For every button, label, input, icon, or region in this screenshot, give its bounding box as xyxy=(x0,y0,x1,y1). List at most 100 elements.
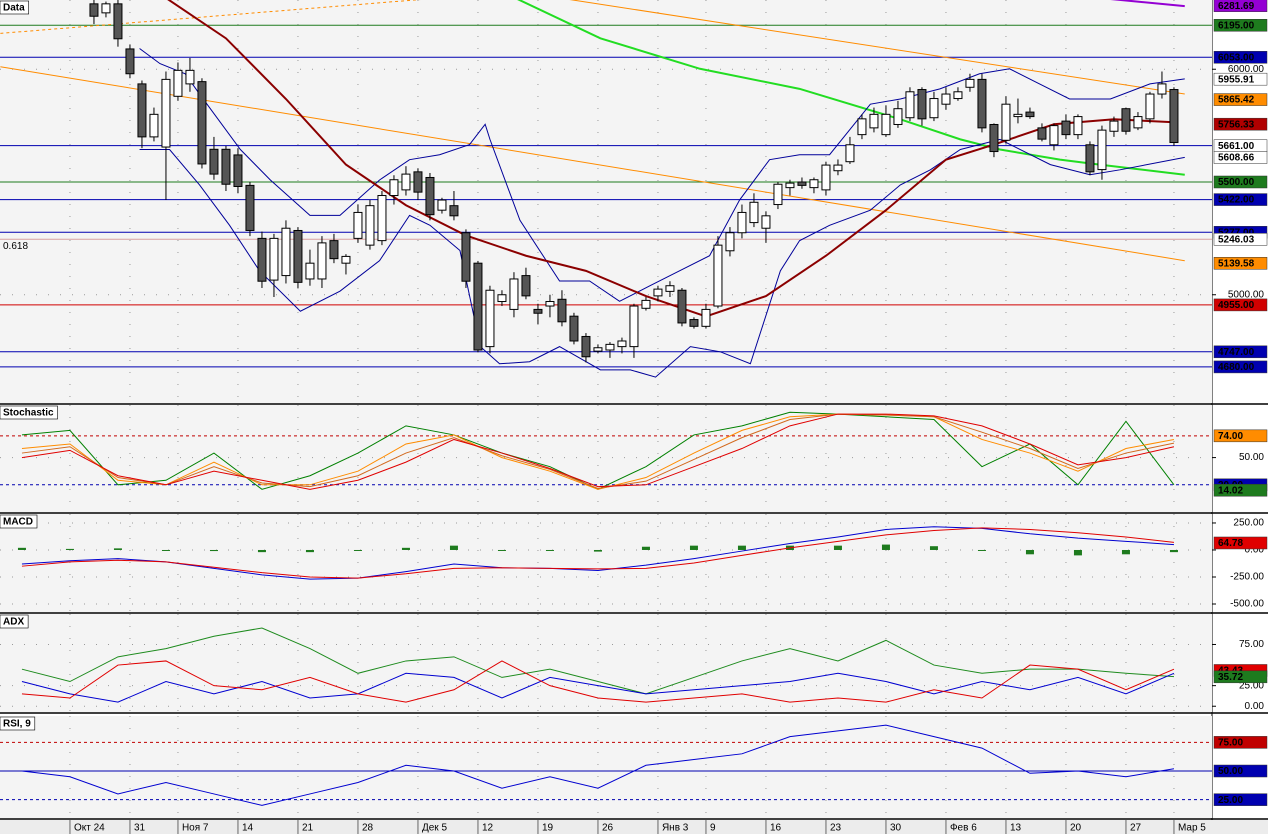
price-tag xyxy=(1213,0,1268,12)
candle-body xyxy=(137,83,147,138)
indicator-line xyxy=(21,672,1175,703)
x-tick-label: 30 xyxy=(890,823,902,834)
candle-body xyxy=(149,113,159,138)
candle-body xyxy=(929,98,939,119)
panel-title: RSI, 9 xyxy=(3,719,31,730)
price-tag xyxy=(1213,51,1268,64)
indicator-line xyxy=(21,627,1174,695)
price-tag-label: 5756.33 xyxy=(1218,119,1255,130)
candle-body xyxy=(449,205,459,217)
candle-body xyxy=(101,3,111,14)
price-tag xyxy=(1213,117,1268,131)
panel-background xyxy=(0,716,1212,818)
x-tick-label: 14 xyxy=(242,823,254,834)
candle-body xyxy=(269,237,279,281)
x-tick-label: Окт 24 xyxy=(74,823,105,834)
candle-body xyxy=(1169,89,1179,144)
price-tag xyxy=(1213,429,1268,443)
x-tick-label: 26 xyxy=(602,823,614,834)
x-tick-label: Фев 6 xyxy=(950,823,977,834)
panel xyxy=(0,614,1212,712)
price-tag xyxy=(1213,345,1268,359)
candle-body xyxy=(593,347,603,352)
panel-background xyxy=(0,614,1212,712)
price-tag xyxy=(1213,72,1268,86)
price-tag xyxy=(1213,298,1268,312)
candle-body xyxy=(701,308,711,327)
candle-body xyxy=(461,232,471,282)
candle-body xyxy=(509,278,519,310)
y-tick-label: 75.00 xyxy=(1239,639,1264,650)
candle-body xyxy=(1037,127,1047,140)
indicator-line xyxy=(139,48,1185,302)
panel-title: Data xyxy=(3,3,25,14)
candle-body xyxy=(113,3,123,40)
indicator-line xyxy=(139,138,1185,378)
price-tag xyxy=(1213,19,1268,32)
indicator-line xyxy=(0,0,421,34)
candle-body xyxy=(1157,83,1167,95)
indicator-line xyxy=(21,526,1174,580)
y-tick-label: 250.00 xyxy=(1233,518,1264,529)
candle-body xyxy=(941,93,951,105)
candle-body xyxy=(1145,93,1155,120)
price-tag xyxy=(1213,93,1268,106)
x-tick-label: 21 xyxy=(302,823,314,834)
candle-body xyxy=(293,229,303,283)
candle-body xyxy=(677,289,687,324)
candle-body xyxy=(569,315,579,342)
candle-body xyxy=(761,215,771,229)
panel-background xyxy=(0,0,1212,403)
y-tick-label: -500.00 xyxy=(1230,599,1264,610)
panel xyxy=(0,405,1212,512)
candle-body xyxy=(1001,103,1011,141)
panel-title-box xyxy=(0,514,38,529)
candle-body xyxy=(245,184,255,231)
candle-body xyxy=(809,179,819,189)
price-tag-label: 5865.42 xyxy=(1218,95,1255,106)
candle-body xyxy=(89,3,99,17)
candle-body xyxy=(965,78,975,88)
price-tag-label: 74.00 xyxy=(1218,431,1243,442)
candle-body xyxy=(881,113,891,136)
panel-title-box xyxy=(0,405,58,420)
histogram-bar xyxy=(737,545,746,550)
candle-body xyxy=(1061,120,1071,136)
candle-body xyxy=(545,301,555,307)
candle-body xyxy=(689,319,699,327)
price-tag xyxy=(1213,536,1268,550)
candle-body xyxy=(917,89,927,120)
price-tag xyxy=(1213,793,1268,806)
candle-body xyxy=(557,298,567,323)
level-note: 0.618 xyxy=(3,241,28,252)
histogram-bar xyxy=(977,549,986,551)
x-tick-label: Янв 3 xyxy=(662,823,689,834)
x-tick-label: 28 xyxy=(362,823,374,834)
candle-body xyxy=(197,81,207,165)
price-tag xyxy=(1213,193,1268,206)
candle-body xyxy=(1097,129,1107,171)
x-tick-label: Мар 5 xyxy=(1178,823,1206,834)
panel-title-box xyxy=(0,0,29,15)
indicator-line xyxy=(569,0,1185,95)
histogram-bar xyxy=(1169,549,1178,553)
candle-body xyxy=(233,154,243,188)
histogram-bar xyxy=(641,546,650,550)
price-tag-label: 5608.66 xyxy=(1218,153,1255,164)
panel xyxy=(0,0,1212,403)
histogram-bar xyxy=(1073,549,1082,556)
x-tick-label: 9 xyxy=(710,823,716,834)
x-tick-label: Дек 5 xyxy=(422,823,447,834)
candle-body xyxy=(521,275,531,297)
candle-body xyxy=(833,164,843,172)
panel-title: ADX xyxy=(3,617,24,628)
candle-body xyxy=(713,244,723,307)
candle-body xyxy=(953,91,963,100)
candle-body xyxy=(341,255,351,264)
price-tag-label: 50.00 xyxy=(1218,766,1243,777)
indicator-line xyxy=(517,0,1185,176)
price-tag-label: 14.02 xyxy=(1218,485,1243,496)
candle-body xyxy=(785,182,795,189)
indicator-line xyxy=(21,413,1175,490)
x-tick-label: 16 xyxy=(770,823,782,834)
